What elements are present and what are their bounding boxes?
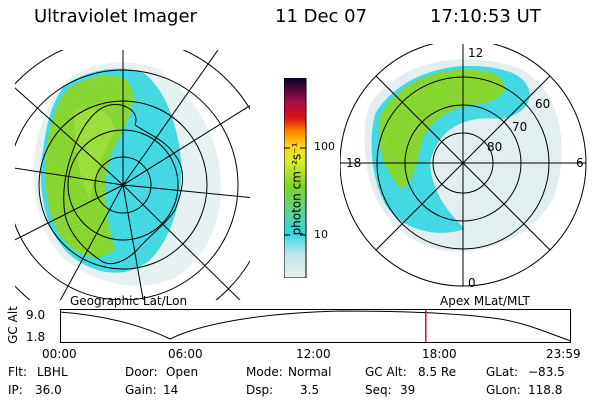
mode-label: Mode: [246, 365, 283, 379]
colorbar [284, 78, 307, 278]
date-label: 11 Dec 07 [275, 6, 368, 27]
apex-polar-map [340, 44, 587, 287]
dsp-value: 3.5 [300, 383, 320, 397]
altitude-curve [60, 310, 572, 342]
x-tick-0600: 06:00 [168, 347, 203, 361]
x-tick-1800: 18:00 [422, 347, 457, 361]
colorbar-tick-100: 100 [314, 140, 335, 153]
mlt-label-12: 12 [468, 46, 484, 60]
mlat-label-70: 70 [512, 120, 528, 134]
time-label: 17:10:53 UT [430, 6, 541, 27]
glat-value: −83.5 [528, 365, 565, 379]
filter-label: Flt: [8, 365, 27, 379]
y-tick-9: 9.0 [26, 308, 46, 322]
ip-label: IP: [8, 383, 23, 397]
gc-alt-axis-label: GC Alt [5, 306, 20, 344]
mlt-label-18: 18 [346, 156, 362, 170]
glon-label: GLon: [486, 383, 521, 397]
gc-alt-label: GC Alt: [365, 365, 407, 379]
mode-value: Normal [288, 365, 332, 379]
altitude-plot [60, 309, 572, 343]
seq-label: Seq: [365, 383, 392, 397]
mlt-label-6: 6 [576, 156, 584, 170]
geographic-caption: Geographic Lat/Lon [70, 294, 188, 308]
mlt-label-0: 0 [468, 276, 476, 290]
apex-caption: Apex MLat/MLT [440, 294, 530, 308]
geographic-map [15, 50, 250, 300]
seq-value: 39 [400, 383, 416, 397]
instrument-title: Ultraviolet Imager [34, 6, 197, 27]
door-label: Door: [125, 365, 158, 379]
gain-value: 14 [163, 383, 179, 397]
mlat-label-60: 60 [535, 97, 551, 111]
gc-alt-value: 8.5 Re [418, 365, 457, 379]
colorbar-tick-10: 10 [314, 228, 328, 241]
x-tick-0000: 00:00 [42, 347, 77, 361]
mlat-label-80: 80 [487, 140, 503, 154]
y-tick-1-8: 1.8 [26, 330, 46, 344]
dsp-label: Dsp: [246, 383, 274, 397]
x-tick-1200: 12:00 [296, 347, 331, 361]
glon-value: 118.8 [528, 383, 563, 397]
filter-value: LBHL [37, 365, 68, 379]
glat-label: GLat: [486, 365, 519, 379]
door-value: Open [166, 365, 199, 379]
gain-label: Gain: [125, 383, 157, 397]
colorbar-unit-label: photon cm⁻²s⁻¹ [289, 142, 304, 236]
ip-value: 36.0 [35, 383, 62, 397]
coastline [63, 103, 183, 265]
x-tick-2359: 23:59 [546, 347, 581, 361]
